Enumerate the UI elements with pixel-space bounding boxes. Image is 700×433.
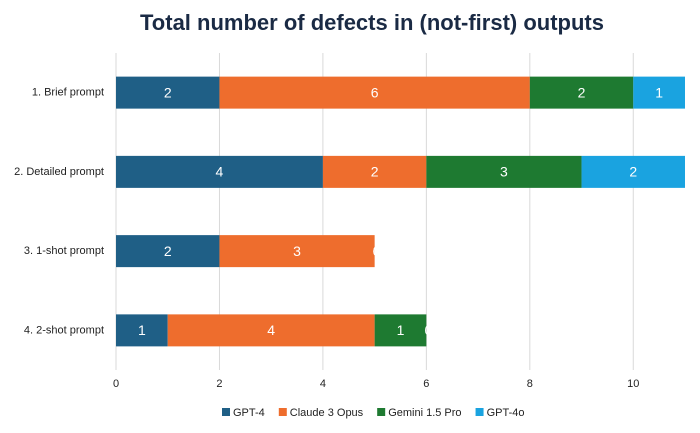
legend-swatch <box>475 408 484 416</box>
y-tick-label: 4. 2-shot prompt <box>24 324 104 336</box>
data-label: 3 <box>293 243 301 259</box>
legend: GPT-4 Claude 3 Opus Gemini 1.5 Pro GPT-4o <box>222 407 524 419</box>
bar-segment <box>116 235 220 268</box>
data-label: 1 <box>655 84 663 100</box>
x-tick-label: 2 <box>216 378 222 390</box>
bar-segment <box>633 76 685 109</box>
data-label: 2 <box>578 84 586 100</box>
bar-segment <box>219 235 375 268</box>
y-tick-label: 2. Detailed prompt <box>14 166 104 178</box>
data-label: 4 <box>267 322 275 338</box>
data-label: 2 <box>629 164 637 180</box>
x-tick-label: 6 <box>423 378 429 390</box>
data-label: 4 <box>216 164 224 180</box>
data-label: 2 <box>371 164 379 180</box>
bar-segment <box>116 155 323 188</box>
y-tick-label: 3. 1-shot prompt <box>24 245 104 257</box>
bar-segment <box>167 314 375 347</box>
legend-label: Claude 3 Opus <box>290 407 364 419</box>
data-label: 3 <box>500 164 508 180</box>
data-label: 0 <box>373 243 381 259</box>
data-label: 2 <box>164 84 172 100</box>
data-label: 1 <box>138 322 146 338</box>
legend-swatch <box>222 408 230 416</box>
bar-segment <box>374 314 427 347</box>
chart-title: Total number of defects in (not-first) o… <box>140 10 604 35</box>
y-tick-label: 1. Brief prompt <box>32 87 104 99</box>
legend-swatch <box>377 408 386 416</box>
legend-swatch <box>278 408 287 416</box>
x-tick-label: 4 <box>320 378 326 390</box>
x-tick-label: 0 <box>113 378 119 390</box>
legend-label: Gemini 1.5 Pro <box>388 407 461 419</box>
data-label: 0 <box>424 322 432 338</box>
bar-segment <box>116 76 220 109</box>
data-label: 0 <box>373 243 381 259</box>
legend-label: GPT-4 <box>233 407 265 419</box>
bar-segment <box>581 155 685 188</box>
bar-segment <box>219 76 530 109</box>
x-tick-label: 10 <box>627 378 639 390</box>
data-label: 6 <box>371 84 379 100</box>
bar-segment <box>116 314 168 347</box>
bar-segment <box>426 155 582 188</box>
x-tick-label: 8 <box>527 378 533 390</box>
data-label: 1 <box>397 322 405 338</box>
data-label: 2 <box>164 243 172 259</box>
legend-label: GPT-4o <box>487 407 525 419</box>
bar-segment <box>322 155 427 188</box>
bar-segment <box>529 76 634 109</box>
